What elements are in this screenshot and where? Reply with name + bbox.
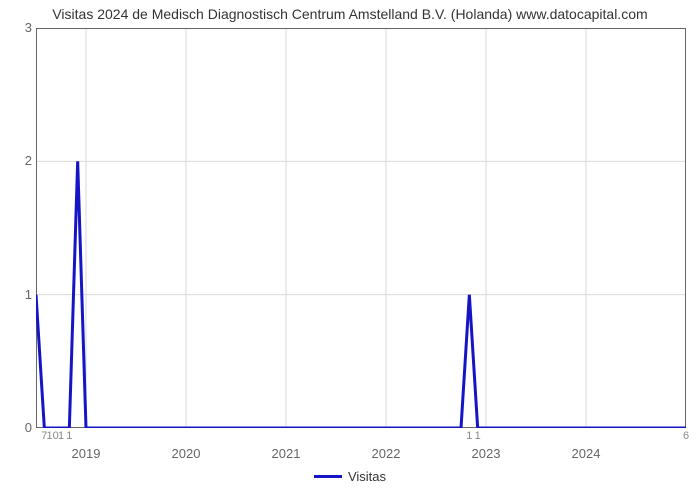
x-tick-label: 2024 xyxy=(572,446,601,461)
point-value-label: 1 xyxy=(66,430,72,442)
chart-title: Visitas 2024 de Medisch Diagnostisch Cen… xyxy=(0,6,700,22)
x-tick-label: 2021 xyxy=(272,446,301,461)
y-tick-label: 3 xyxy=(8,20,32,35)
legend: Visitas xyxy=(0,468,700,484)
legend-swatch xyxy=(314,475,342,478)
y-tick-label: 0 xyxy=(8,420,32,435)
point-value-label: 10 xyxy=(47,430,59,442)
x-tick-label: 2022 xyxy=(372,446,401,461)
y-tick-label: 2 xyxy=(8,153,32,168)
y-tick-label: 1 xyxy=(8,287,32,302)
chart-container: { "chart": { "type": "line", "title": "V… xyxy=(0,0,700,500)
point-value-label: 6 xyxy=(683,430,689,442)
point-value-label: 1 xyxy=(466,430,472,442)
plot-area xyxy=(36,28,686,428)
point-value-label: 1 xyxy=(475,430,481,442)
point-value-label: 1 xyxy=(58,430,64,442)
legend-label: Visitas xyxy=(348,469,386,484)
x-tick-label: 2023 xyxy=(472,446,501,461)
x-tick-label: 2019 xyxy=(72,446,101,461)
x-tick-label: 2020 xyxy=(172,446,201,461)
